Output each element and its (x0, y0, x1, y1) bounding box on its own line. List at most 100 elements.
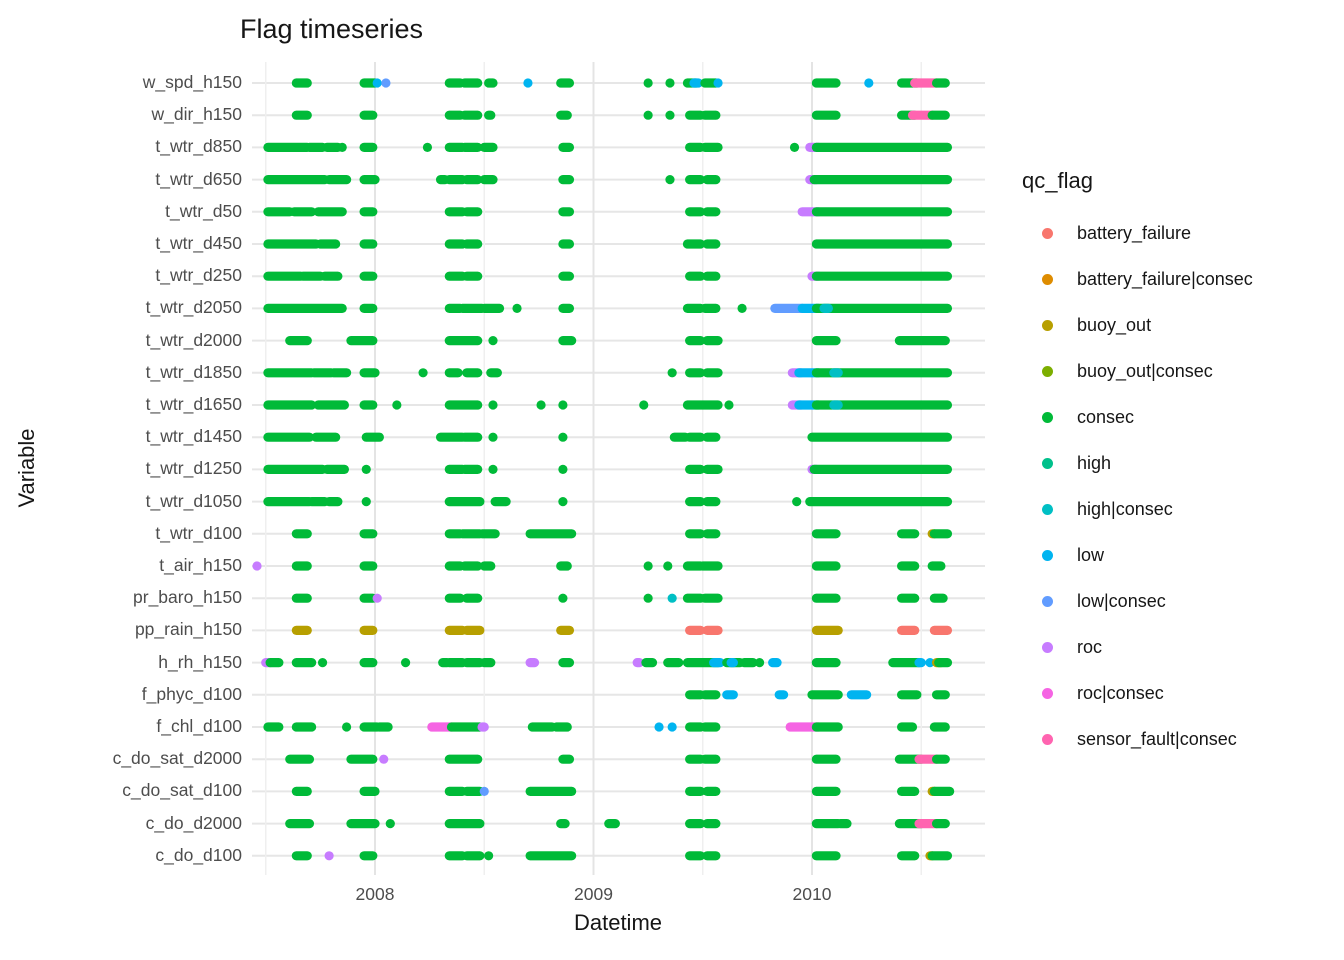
legend-label: low (1077, 544, 1105, 565)
y-axis-label: pp_rain_h150 (134, 619, 242, 640)
y-axis-label: t_wtr_d1850 (145, 361, 242, 382)
data-run (462, 271, 483, 281)
data-point (479, 786, 489, 797)
plot-title: Flag timeseries (240, 14, 424, 44)
data-run (459, 464, 483, 474)
legend-key-dot-icon (1042, 319, 1053, 331)
data-run (444, 175, 467, 185)
y-axis-label: t_wtr_d50 (165, 200, 242, 221)
data-run (927, 561, 946, 571)
data-run (558, 754, 575, 764)
data-run (457, 303, 487, 313)
data-run (462, 658, 485, 668)
data-run (809, 464, 953, 474)
data-run (685, 110, 706, 120)
data-run (558, 271, 575, 281)
data-run (479, 175, 498, 185)
data-run (477, 529, 500, 539)
y-axis-label: w_spd_h150 (142, 72, 242, 93)
data-run (896, 851, 920, 861)
legend-label: high (1077, 452, 1112, 473)
y-axis-label: h_rh_h150 (158, 651, 242, 672)
data-run (556, 625, 575, 635)
data-run (811, 78, 841, 88)
data-run (682, 593, 706, 603)
data-point (864, 78, 874, 88)
data-run (484, 78, 498, 88)
data-run (359, 303, 378, 313)
data-run (702, 851, 721, 861)
data-run (685, 819, 706, 829)
data-run (709, 658, 725, 668)
data-run (479, 142, 498, 152)
data-run (556, 819, 570, 829)
data-run (307, 497, 330, 507)
data-run (490, 497, 511, 507)
data-run (811, 658, 841, 668)
data-run (702, 529, 721, 539)
data-run (477, 722, 489, 732)
y-axis-label: t_wtr_d250 (155, 265, 242, 286)
data-run (263, 368, 317, 378)
data-point (665, 78, 675, 88)
data-run (462, 175, 483, 185)
data-run (462, 625, 485, 635)
data-point (512, 303, 522, 313)
data-point (558, 464, 568, 474)
data-run (263, 432, 315, 442)
data-point (381, 78, 391, 88)
data-run (702, 175, 721, 185)
data-run (685, 432, 706, 442)
data-run (263, 207, 295, 217)
data-point (488, 432, 498, 442)
data-run (459, 142, 483, 152)
data-run (462, 851, 485, 861)
data-run (929, 722, 950, 732)
data-run (700, 690, 721, 700)
data-run (263, 497, 315, 507)
legend-label: buoy_out (1077, 314, 1152, 335)
data-run (263, 271, 306, 281)
data-run (896, 561, 920, 571)
data-run (811, 239, 953, 249)
data-run (927, 851, 953, 861)
data-run (263, 239, 321, 249)
data-run (484, 110, 496, 120)
data-run (685, 207, 706, 217)
data-run (685, 175, 706, 185)
legend-label: buoy_out|consec (1077, 360, 1213, 381)
data-run (444, 625, 467, 635)
data-run (359, 658, 378, 668)
legend-key-dot-icon (1042, 595, 1053, 607)
data-run (702, 368, 723, 378)
data-run (682, 400, 723, 410)
x-axis-label: 2008 (355, 884, 395, 904)
data-run (811, 625, 843, 635)
legend-item: sensor_fault|consec (1022, 716, 1253, 762)
y-axis-label: pr_baro_h150 (133, 587, 242, 608)
data-run (896, 786, 920, 796)
data-run (444, 239, 467, 249)
data-run (556, 110, 572, 120)
data-run (894, 336, 950, 346)
data-run (374, 722, 393, 732)
data-run (929, 625, 953, 635)
y-axis-label: t_wtr_d1050 (145, 490, 242, 511)
data-run (931, 690, 950, 700)
data-run (462, 239, 483, 249)
data-point (341, 722, 352, 732)
legend-label: roc (1077, 636, 1103, 657)
data-run (444, 368, 463, 378)
legend-label: low|consec (1077, 590, 1166, 611)
data-run (263, 175, 330, 185)
data-run (685, 368, 706, 378)
data-point (558, 593, 568, 603)
data-run (525, 658, 540, 668)
data-run (685, 690, 706, 700)
data-run (459, 110, 483, 120)
data-run (459, 561, 483, 571)
data-run (558, 658, 575, 668)
data-run (807, 432, 953, 442)
data-point (665, 110, 675, 120)
